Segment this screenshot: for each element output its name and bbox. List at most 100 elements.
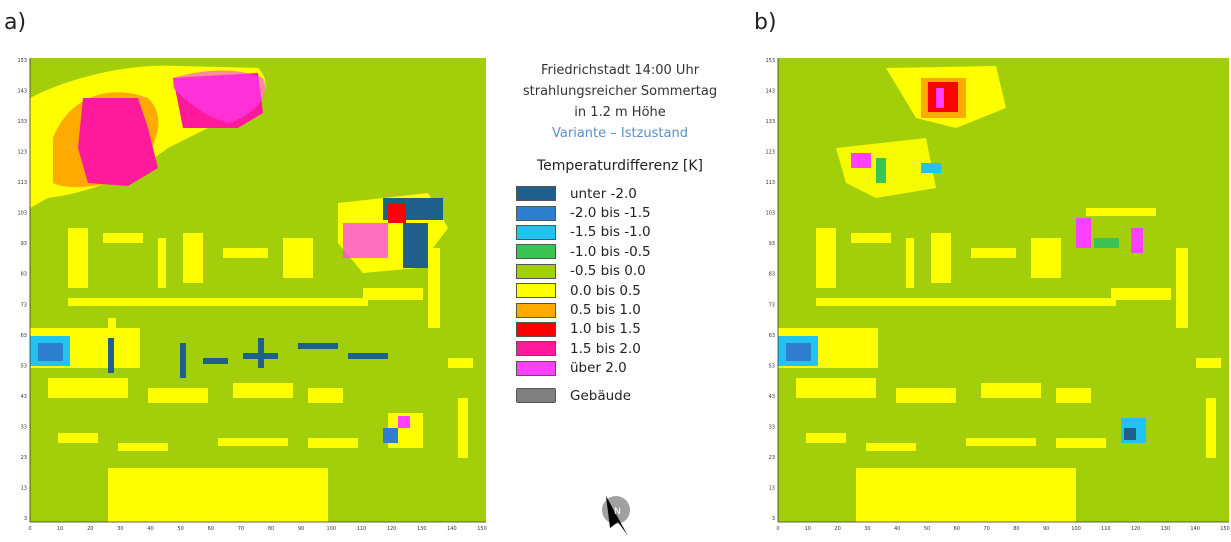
- map-panel-b: 0 10 20 30 40 50 60 70 80 90 100 110 120 130 140 150 3 1…: [756, 58, 1231, 538]
- x-tick-label: 30: [117, 526, 123, 532]
- map-b-svg: 0 10 20 30 40 50 60 70 80 90 100 110 120 130 140 150 3 1…: [765, 58, 1230, 532]
- x-tick-label: 50: [924, 526, 930, 532]
- y-tick-label: 63: [21, 333, 27, 339]
- legend-swatch: [516, 244, 556, 260]
- x-tick-label: 0: [776, 526, 779, 532]
- svg-text:N: N: [614, 507, 621, 517]
- x-tick-label: 110: [1101, 526, 1111, 532]
- y-tick-label: 83: [769, 272, 775, 278]
- y-tick-label: 103: [765, 211, 775, 217]
- x-tick-label: 110: [357, 526, 367, 532]
- y-tick-label: 43: [21, 394, 27, 400]
- legend-building-label: Gebäude: [570, 387, 632, 404]
- x-tick-label: 140: [447, 526, 457, 532]
- legend-item-label: unter -2.0: [570, 185, 637, 202]
- legend-item-label: -1.0 bis -0.5: [570, 243, 651, 260]
- legend-item: unter -2.0: [516, 184, 740, 203]
- y-tick-label: 33: [769, 424, 775, 430]
- y-tick-label: 153: [765, 58, 775, 64]
- legend-item: 0.5 bis 1.0: [516, 300, 740, 319]
- x-tick-label: 10: [57, 526, 63, 532]
- y-tick-label: 43: [769, 394, 775, 400]
- legend-variant-line: Variante – Istzustand: [552, 126, 688, 141]
- y-tick-label: 23: [21, 455, 27, 461]
- x-tick-label: 80: [1013, 526, 1019, 532]
- y-tick-label: 83: [21, 272, 27, 278]
- legend-item-label: -0.5 bis 0.0: [570, 263, 646, 280]
- y-tick-label: 123: [17, 150, 27, 156]
- x-tick-label: 130: [417, 526, 427, 532]
- y-tick-label: 13: [769, 485, 775, 491]
- x-tick-label: 150: [477, 526, 487, 532]
- legend-title-line-2: strahlungsreicher Sommertag: [522, 84, 718, 99]
- legend-swatch: [516, 283, 556, 299]
- y-tick-label: 133: [17, 119, 27, 125]
- y-tick-label: 143: [17, 89, 27, 95]
- legend-item-label: 0.0 bis 0.5: [570, 282, 641, 299]
- x-tick-label: 60: [954, 526, 960, 532]
- legend-swatch: [516, 341, 556, 357]
- legend-swatch: [516, 360, 556, 376]
- y-tick-label: 93: [769, 241, 775, 247]
- y-tick-label: 73: [769, 302, 775, 308]
- y-tick-label: 73: [21, 302, 27, 308]
- legend-item: -1.0 bis -0.5: [516, 242, 740, 261]
- legend-item: 1.5 bis 2.0: [516, 339, 740, 358]
- y-tick-label: 133: [765, 119, 775, 125]
- x-tick-label: 130: [1161, 526, 1171, 532]
- x-tick-label: 10: [805, 526, 811, 532]
- y-tick-label: 113: [765, 180, 775, 186]
- legend-title: Friedrichstadt 14:00 Uhr strahlungsreich…: [500, 60, 740, 144]
- y-tick-label: 63: [769, 333, 775, 339]
- x-tick-label: 90: [298, 526, 304, 532]
- x-tick-label: 50: [177, 526, 183, 532]
- legend-item: 0.0 bis 0.5: [516, 281, 740, 300]
- x-tick-label: 70: [238, 526, 244, 532]
- legend-swatch-building: [516, 388, 556, 404]
- x-tick-label: 100: [327, 526, 337, 532]
- legend-list: unter -2.0 -2.0 bis -1.5 -1.5 bis -1.0 -…: [516, 184, 740, 405]
- legend-swatch: [516, 321, 556, 337]
- legend-title-line-3: in 1.2 m Höhe: [574, 105, 666, 120]
- y-tick-label: 123: [765, 150, 775, 156]
- x-tick-label: 120: [1131, 526, 1141, 532]
- y-tick-label: 3: [772, 516, 775, 522]
- y-tick-label: 33: [21, 424, 27, 430]
- y-tick-label: 113: [17, 180, 27, 186]
- legend-item-label: 1.0 bis 1.5: [570, 321, 641, 338]
- x-tick-label: 40: [894, 526, 900, 532]
- legend-item: -1.5 bis -1.0: [516, 223, 740, 242]
- legend-swatch: [516, 224, 556, 240]
- y-tick-label: 103: [17, 211, 27, 217]
- legend-swatch: [516, 302, 556, 318]
- legend-item-label: -2.0 bis -1.5: [570, 205, 651, 222]
- x-tick-label: 20: [834, 526, 840, 532]
- x-tick-label: 150: [1220, 526, 1230, 532]
- panel-a-label: a): [4, 10, 27, 35]
- y-tick-label: 143: [765, 89, 775, 95]
- legend-swatch: [516, 186, 556, 202]
- y-tick-label: 3: [24, 516, 27, 522]
- x-tick-label: 30: [864, 526, 870, 532]
- x-tick-label: 140: [1190, 526, 1200, 532]
- legend-item: über 2.0: [516, 359, 740, 378]
- legend-swatch: [516, 205, 556, 221]
- x-tick-label: 70: [983, 526, 989, 532]
- x-tick-label: 0: [28, 526, 31, 532]
- legend-swatch: [516, 263, 556, 279]
- panel-b-label: b): [754, 10, 777, 35]
- x-tick-label: 60: [208, 526, 214, 532]
- legend: Friedrichstadt 14:00 Uhr strahlungsreich…: [500, 60, 740, 405]
- legend-item-label: über 2.0: [570, 360, 627, 377]
- legend-header: Temperaturdifferenz [K]: [536, 158, 703, 174]
- legend-item-label: 1.5 bis 2.0: [570, 340, 641, 357]
- y-tick-label: 13: [21, 485, 27, 491]
- x-tick-label: 120: [387, 526, 397, 532]
- map-a-svg: 0 10 20 30 40 50 60 70 80 90 100 110 120 130 140 150 3 1…: [17, 58, 487, 532]
- north-arrow-icon: N: [598, 490, 638, 542]
- y-tick-label: 93: [21, 241, 27, 247]
- y-tick-label: 53: [21, 363, 27, 369]
- x-tick-label: 100: [1071, 526, 1081, 532]
- legend-item-building: Gebäude: [516, 386, 740, 405]
- legend-item-label: 0.5 bis 1.0: [570, 302, 641, 319]
